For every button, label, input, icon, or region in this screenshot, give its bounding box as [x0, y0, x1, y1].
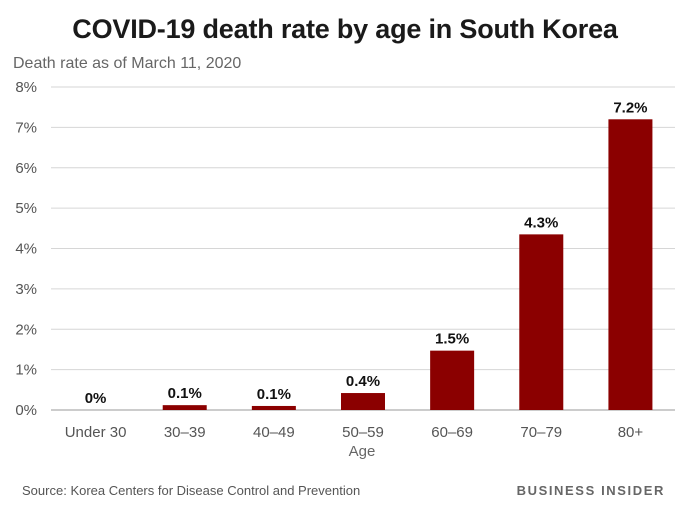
source-label: Source: [22, 483, 67, 498]
y-tick-label: 3% [15, 281, 37, 298]
bar [430, 350, 475, 410]
y-tick-label: 8% [15, 79, 37, 96]
source-note: Source: Korea Centers for Disease Contro… [22, 483, 360, 498]
y-tick-label: 4% [15, 241, 37, 258]
x-tick-label: 30–39 [164, 424, 206, 441]
value-label: 0.1% [168, 385, 202, 402]
y-tick-label: 0% [15, 402, 37, 419]
gridlines [51, 86, 675, 411]
bar [162, 405, 207, 410]
x-tick-label: 50–59 [342, 424, 384, 441]
chart-title: COVID-19 death rate by age in South Kore… [72, 14, 618, 44]
y-tick-label: 1% [15, 362, 37, 379]
value-label: 0.4% [346, 373, 380, 390]
value-label: 1.5% [435, 331, 469, 348]
x-tick-label: 60–69 [431, 424, 473, 441]
x-tick-label: 40–49 [253, 424, 295, 441]
bars [162, 119, 653, 411]
brand-logo: BUSINESS INSIDER [516, 483, 665, 498]
y-tick-label: 5% [15, 200, 37, 217]
y-axis-ticks: 0% 1% 2% 3% 4% 5% 6% 7% 8% [15, 79, 37, 419]
value-label: 7.2% [613, 99, 647, 116]
value-label: 4.3% [524, 214, 558, 231]
x-tick-label: 70–79 [520, 424, 562, 441]
bar [251, 405, 296, 410]
y-tick-label: 2% [15, 321, 37, 338]
source-text: Korea Centers for Disease Control and Pr… [70, 483, 361, 498]
value-label: 0% [85, 390, 107, 407]
bar [519, 234, 564, 410]
y-tick-label: 6% [15, 160, 37, 177]
bar [608, 119, 653, 411]
value-label: 0.1% [257, 386, 291, 403]
chart-subtitle: Death rate as of March 11, 2020 [13, 55, 242, 72]
x-tick-label: 80+ [618, 424, 644, 441]
x-tick-label: Under 30 [65, 424, 127, 441]
x-axis-label: Age [349, 443, 376, 460]
y-tick-label: 7% [15, 119, 37, 136]
bar [341, 393, 385, 410]
x-axis-ticks: Under 30 30–39 40–49 50–59 60–69 70–79 80+ [65, 424, 644, 441]
value-labels: 0% 0.1% 0.1% 0.4% 1.5% 4.3% 7.2% [85, 99, 648, 407]
